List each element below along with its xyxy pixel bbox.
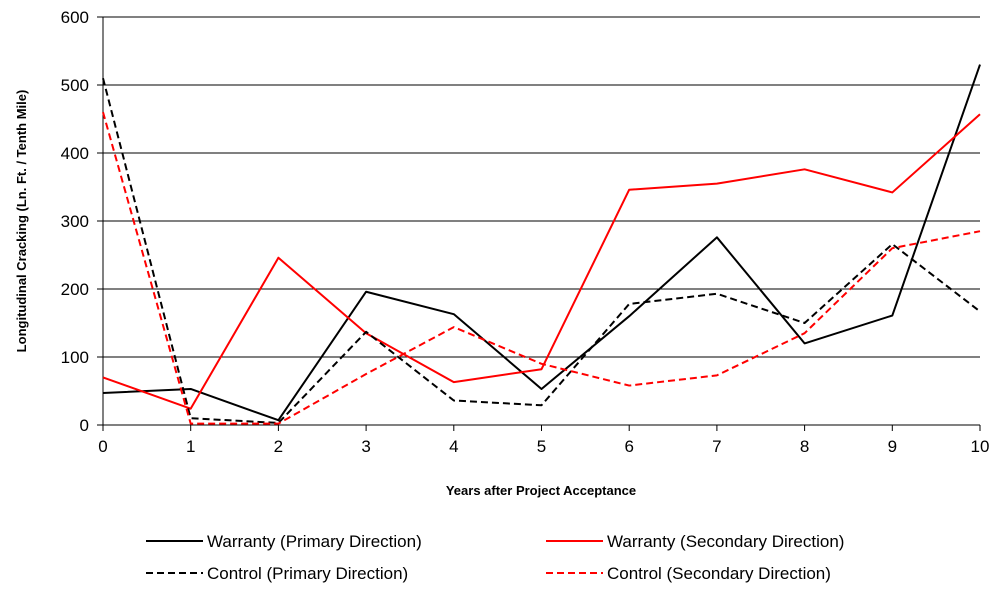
x-tick-label: 7 xyxy=(712,437,721,456)
y-tick-label: 400 xyxy=(61,144,89,163)
x-tick-label: 4 xyxy=(449,437,458,456)
y-tick-label: 500 xyxy=(61,76,89,95)
series-line-1 xyxy=(102,64,981,422)
series-line-2 xyxy=(102,113,981,410)
x-tick-label: 5 xyxy=(537,437,546,456)
gridlines xyxy=(103,16,980,358)
x-tick-label: 8 xyxy=(800,437,809,456)
x-tick-label: 6 xyxy=(624,437,633,456)
series-line-4 xyxy=(102,111,981,425)
legend-item-3: Control (Primary Direction) xyxy=(146,564,408,583)
y-tick-label: 100 xyxy=(61,348,89,367)
x-tick-label: 1 xyxy=(186,437,195,456)
legend-label: Warranty (Secondary Direction) xyxy=(607,532,844,551)
legend-label: Control (Secondary Direction) xyxy=(607,564,831,583)
legend: Warranty (Primary Direction) Warranty (Se… xyxy=(146,532,844,583)
x-tick-label: 9 xyxy=(888,437,897,456)
x-tick-label: 10 xyxy=(971,437,990,456)
axes xyxy=(97,16,981,431)
legend-label: Control (Primary Direction) xyxy=(207,564,408,583)
tick-labels: 0 100 200 300 400 500 600 0 1 2 3 4 5 6 7 8 9 10 xyxy=(61,8,990,456)
x-tick-label: 2 xyxy=(274,437,283,456)
y-tick-label: 300 xyxy=(61,212,89,231)
y-tick-label: 600 xyxy=(61,8,89,27)
legend-item-2: Warranty (Secondary Direction) xyxy=(546,532,844,551)
legend-item-4: Control (Secondary Direction) xyxy=(546,564,831,583)
x-axis-title: Years after Project Acceptance xyxy=(446,483,636,498)
y-tick-label: 200 xyxy=(61,280,89,299)
series-lines xyxy=(102,64,981,425)
x-tick-label: 3 xyxy=(361,437,370,456)
series-line-3 xyxy=(102,77,981,424)
y-tick-label: 0 xyxy=(80,416,89,435)
y-axis-title: Longitudinal Cracking (Ln. Ft. / Tenth M… xyxy=(14,90,29,353)
x-tick-label: 0 xyxy=(98,437,107,456)
legend-label: Warranty (Primary Direction) xyxy=(207,532,422,551)
legend-item-1: Warranty (Primary Direction) xyxy=(146,532,422,551)
